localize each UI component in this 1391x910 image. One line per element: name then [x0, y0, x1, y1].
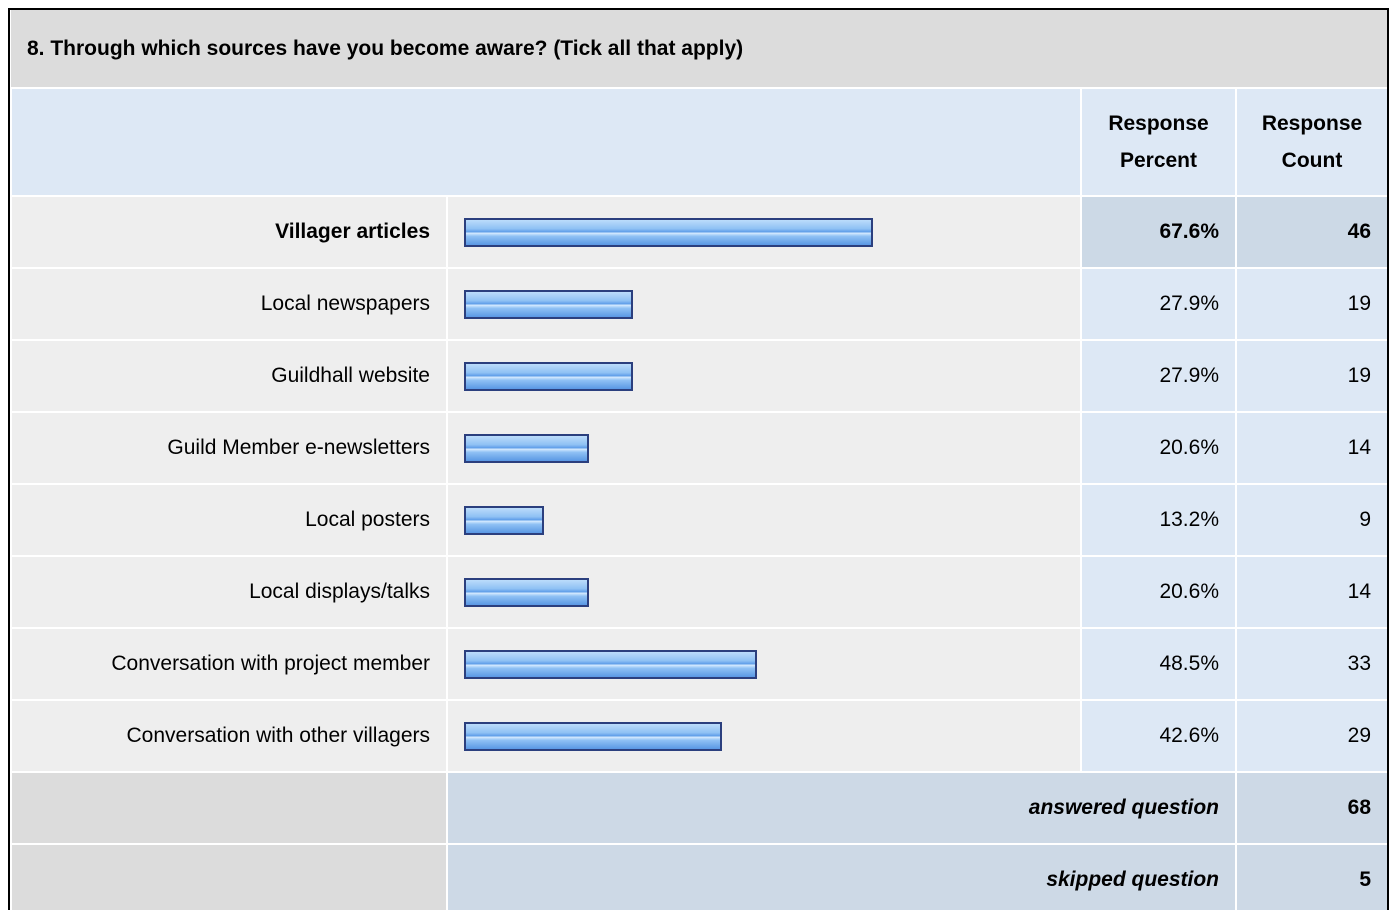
bar	[464, 650, 758, 679]
summary-row: answered question 68	[10, 771, 1387, 845]
response-count: 14	[1234, 555, 1387, 629]
response-percent: 42.6%	[1080, 699, 1237, 773]
response-count: 19	[1234, 267, 1387, 341]
response-percent: 27.9%	[1080, 339, 1237, 413]
answer-label: Local displays/talks	[10, 555, 448, 629]
summary-row: skipped question 5	[10, 843, 1387, 910]
answer-row: Local newspapers 27.9% 19	[10, 267, 1387, 341]
header-blank	[10, 87, 1082, 197]
bar	[464, 506, 544, 535]
bar	[464, 362, 633, 391]
bar	[464, 290, 633, 319]
column-header: Response Percent	[1080, 87, 1237, 197]
bar-cell	[446, 411, 1082, 485]
answer-row: Guild Member e-newsletters 20.6% 14	[10, 411, 1387, 485]
answer-row: Villager articles 67.6% 46	[10, 195, 1387, 269]
summary-value: 68	[1234, 771, 1387, 845]
bar	[464, 722, 722, 751]
response-percent: 48.5%	[1080, 627, 1237, 701]
bar-cell	[446, 267, 1082, 341]
summary-blank	[10, 771, 448, 845]
response-count: 33	[1234, 627, 1387, 701]
summary-label: skipped question	[446, 843, 1237, 910]
bar	[464, 578, 589, 607]
response-percent: 67.6%	[1080, 195, 1237, 269]
answer-label: Conversation with other villagers	[10, 699, 448, 773]
column-header: Response Count	[1234, 87, 1387, 197]
answer-label: Guildhall website	[10, 339, 448, 413]
answer-label: Guild Member e-newsletters	[10, 411, 448, 485]
survey-panel: 8. Through which sources have you become…	[8, 8, 1389, 910]
bar	[464, 218, 873, 247]
summary-blank	[10, 843, 448, 910]
bar-cell	[446, 699, 1082, 773]
answer-row: Conversation with project member 48.5% 33	[10, 627, 1387, 701]
response-percent: 20.6%	[1080, 555, 1237, 629]
bar-cell	[446, 195, 1082, 269]
response-count: 9	[1234, 483, 1387, 557]
answer-row: Conversation with other villagers 42.6% 29	[10, 699, 1387, 773]
answer-label: Local newspapers	[10, 267, 448, 341]
bar-cell	[446, 555, 1082, 629]
response-count: 46	[1234, 195, 1387, 269]
response-percent: 27.9%	[1080, 267, 1237, 341]
answer-row: Local displays/talks 20.6% 14	[10, 555, 1387, 629]
answer-label: Local posters	[10, 483, 448, 557]
bar-cell	[446, 483, 1082, 557]
response-percent: 20.6%	[1080, 411, 1237, 485]
summary-label: answered question	[446, 771, 1237, 845]
response-count: 29	[1234, 699, 1387, 773]
summary-value: 5	[1234, 843, 1387, 910]
response-count: 14	[1234, 411, 1387, 485]
bar-cell	[446, 339, 1082, 413]
bar	[464, 434, 589, 463]
bar-cell	[446, 627, 1082, 701]
results-table: 8. Through which sources have you become…	[10, 10, 1387, 910]
answer-label: Villager articles	[10, 195, 448, 269]
answer-row: Local posters 13.2% 9	[10, 483, 1387, 557]
question-title: 8. Through which sources have you become…	[11, 10, 1387, 89]
response-count: 19	[1234, 339, 1387, 413]
answer-row: Guildhall website 27.9% 19	[10, 339, 1387, 413]
answer-label: Conversation with project member	[10, 627, 448, 701]
response-percent: 13.2%	[1080, 483, 1237, 557]
